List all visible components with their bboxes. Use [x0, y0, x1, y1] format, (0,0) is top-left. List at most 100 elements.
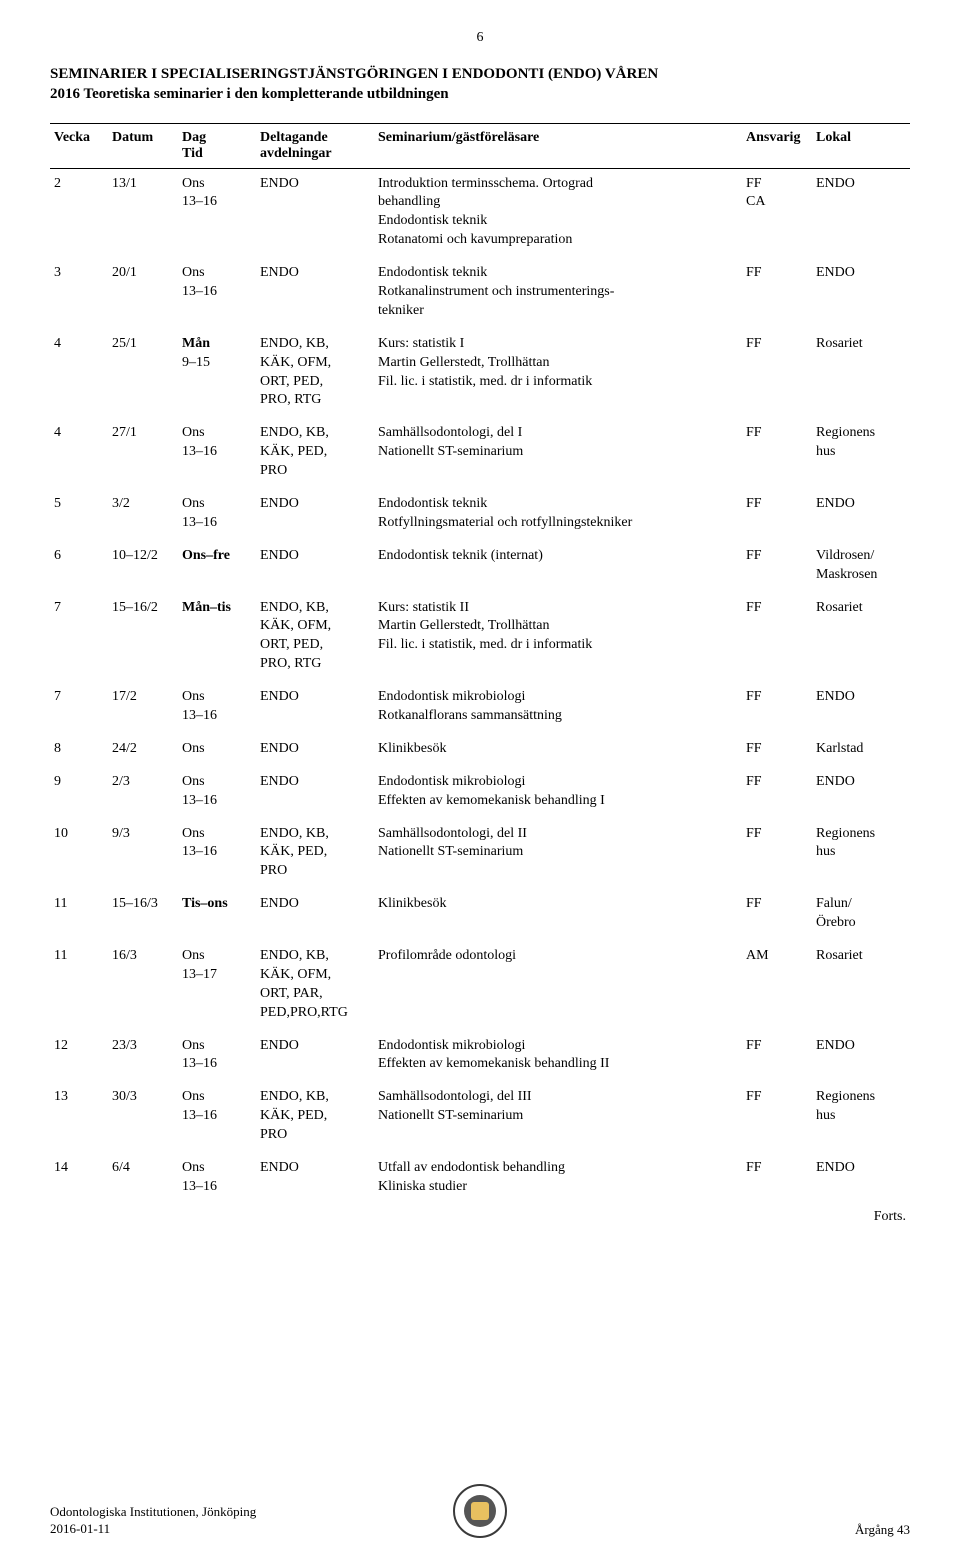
cell-datum: 30/3: [108, 1082, 178, 1153]
cell-datum: 10–12/2: [108, 541, 178, 593]
cell-lokal: ENDO: [812, 682, 910, 734]
cell-lokal: Rosariet: [812, 329, 910, 419]
cell-datum: 15–16/2: [108, 593, 178, 683]
cell-avdelningar: ENDO: [256, 1153, 374, 1205]
header-avd-l2: avdelningar: [260, 146, 332, 161]
cell-lokal: Regionenshus: [812, 819, 910, 890]
cell-vecka: 4: [50, 329, 108, 419]
cell-datum: 6/4: [108, 1153, 178, 1205]
cell-avdelningar: ENDO: [256, 168, 374, 258]
cell-vecka: 5: [50, 489, 108, 541]
table-row: 1116/3Ons13–17ENDO, KB,KÄK, OFM,ORT, PAR…: [50, 941, 910, 1031]
header-dag-l2: Tid: [182, 146, 203, 161]
table-header-row: Vecka Datum Dag Tid Deltagande avdelning…: [50, 123, 910, 168]
cell-dag: Mån9–15: [178, 329, 256, 419]
cell-vecka: 13: [50, 1082, 108, 1153]
cell-seminarium: Samhällsodontologi, del INationellt ST-s…: [374, 418, 742, 489]
cell-ansvarig: FF: [742, 819, 812, 890]
cell-seminarium: Endodontisk teknikRotfyllningsmaterial o…: [374, 489, 742, 541]
table-body: 213/1Ons13–16ENDOIntroduktion terminssch…: [50, 168, 910, 1205]
cell-seminarium: Introduktion terminsschema. Ortogradbeha…: [374, 168, 742, 258]
cell-seminarium: Endodontisk mikrobiologiEffekten av kemo…: [374, 767, 742, 819]
table-row: 320/1Ons13–16ENDOEndodontisk teknikRotka…: [50, 258, 910, 329]
table-row: 53/2Ons13–16 ENDO Endodontisk teknikRotfyl…: [50, 489, 910, 541]
cell-lokal: ENDO: [812, 258, 910, 329]
cell-vecka: 11: [50, 941, 108, 1031]
cell-vecka: 6: [50, 541, 108, 593]
cell-avdelningar: ENDO: [256, 889, 374, 941]
cell-ansvarig: FF: [742, 418, 812, 489]
cell-ansvarig: FF: [742, 1082, 812, 1153]
cell-vecka: 11: [50, 889, 108, 941]
seminar-table: Vecka Datum Dag Tid Deltagande avdelning…: [50, 123, 910, 1205]
cell-lokal: Falun/Örebro: [812, 889, 910, 941]
cell-lokal: ENDO: [812, 1031, 910, 1083]
page-number: 6: [50, 30, 910, 46]
cell-dag: Ons13–16: [178, 258, 256, 329]
cell-seminarium: Klinikbesök: [374, 889, 742, 941]
cell-dag: Ons13–16: [178, 1082, 256, 1153]
cell-ansvarig: FF: [742, 682, 812, 734]
cell-vecka: 2: [50, 168, 108, 258]
header-dag-l1: Dag: [182, 130, 206, 145]
cell-vecka: 4: [50, 418, 108, 489]
header-seminarium: Seminarium/gästföreläsare: [374, 123, 742, 168]
cell-avdelningar: ENDO: [256, 767, 374, 819]
cell-seminarium: Klinikbesök: [374, 734, 742, 767]
document-title: SEMINARIER I SPECIALISERINGSTJÄNSTGÖRING…: [50, 64, 910, 105]
cell-datum: 20/1: [108, 258, 178, 329]
cell-lokal: Rosariet: [812, 593, 910, 683]
cell-dag: Ons: [178, 734, 256, 767]
table-row: 427/1Ons13–16ENDO, KB,KÄK, PED,PROSamhäl…: [50, 418, 910, 489]
cell-ansvarig: FF: [742, 593, 812, 683]
cell-avdelningar: ENDO, KB,KÄK, OFM,ORT, PED,PRO, RTG: [256, 593, 374, 683]
table-row: 717/2Ons13–16ENDOEndodontisk mikrobiolog…: [50, 682, 910, 734]
table-row: 610–12/2Ons–freENDOEndodontisk teknik (i…: [50, 541, 910, 593]
cell-avdelningar: ENDO: [256, 682, 374, 734]
cell-datum: 24/2: [108, 734, 178, 767]
cell-dag: Ons13–16: [178, 168, 256, 258]
footer-seal: [453, 1484, 507, 1538]
cell-datum: 23/3: [108, 1031, 178, 1083]
cell-avdelningar: ENDO: [256, 258, 374, 329]
header-dag: Dag Tid: [178, 123, 256, 168]
cell-vecka: 7: [50, 682, 108, 734]
cell-datum: 16/3: [108, 941, 178, 1031]
seal-icon: [453, 1484, 507, 1538]
table-row: 1115–16/3Tis–onsENDOKlinikbesökFFFalun/Ö…: [50, 889, 910, 941]
cell-avdelningar: ENDO: [256, 1031, 374, 1083]
cell-seminarium: Endodontisk teknikRotkanalinstrument och…: [374, 258, 742, 329]
cell-avdelningar: ENDO, KB,KÄK, OFM,ORT, PED,PRO, RTG: [256, 329, 374, 419]
table-row: 1223/3Ons13–16ENDOEndodontisk mikrobiolo…: [50, 1031, 910, 1083]
continuation-label: Forts.: [50, 1209, 910, 1225]
cell-avdelningar: ENDO, KB,KÄK, OFM,ORT, PAR,PED,PRO,RTG: [256, 941, 374, 1031]
cell-datum: 17/2: [108, 682, 178, 734]
cell-seminarium: Endodontisk mikrobiologiRotkanalflorans …: [374, 682, 742, 734]
cell-ansvarig: AM: [742, 941, 812, 1031]
table-row: 1330/3Ons13–16ENDO, KB,KÄK, PED,PROSamhä…: [50, 1082, 910, 1153]
cell-dag: Ons13–16: [178, 489, 256, 541]
cell-ansvarig: FF: [742, 734, 812, 767]
cell-lokal: Rosariet: [812, 941, 910, 1031]
cell-vecka: 10: [50, 819, 108, 890]
page: 6 SEMINARIER I SPECIALISERINGSTJÄNSTGÖRI…: [0, 0, 960, 1560]
cell-lokal: ENDO: [812, 489, 910, 541]
cell-ansvarig: FF: [742, 1031, 812, 1083]
cell-seminarium: Samhällsodontologi, del IIINationellt ST…: [374, 1082, 742, 1153]
cell-lokal: Regionenshus: [812, 1082, 910, 1153]
cell-dag: Ons13–16: [178, 418, 256, 489]
cell-seminarium: Kurs: statistik IIMartin Gellerstedt, Tr…: [374, 593, 742, 683]
cell-ansvarig: FFCA: [742, 168, 812, 258]
cell-seminarium: Profilområde odontologi: [374, 941, 742, 1031]
cell-seminarium: Endodontisk teknik (internat): [374, 541, 742, 593]
table-row: 715–16/2Mån–tisENDO, KB,KÄK, OFM,ORT, PE…: [50, 593, 910, 683]
page-footer: Odontologiska Institutionen, Jönköping 2…: [50, 1503, 910, 1538]
footer-date: 2016-01-11: [50, 1521, 110, 1536]
header-datum: Datum: [108, 123, 178, 168]
cell-ansvarig: FF: [742, 889, 812, 941]
cell-dag: Ons13–16: [178, 767, 256, 819]
cell-datum: 3/2: [108, 489, 178, 541]
cell-avdelningar: ENDO, KB,KÄK, PED,PRO: [256, 418, 374, 489]
header-vecka: Vecka: [50, 123, 108, 168]
title-line2: 2016 Teoretiska seminarier i den komplet…: [50, 86, 449, 102]
